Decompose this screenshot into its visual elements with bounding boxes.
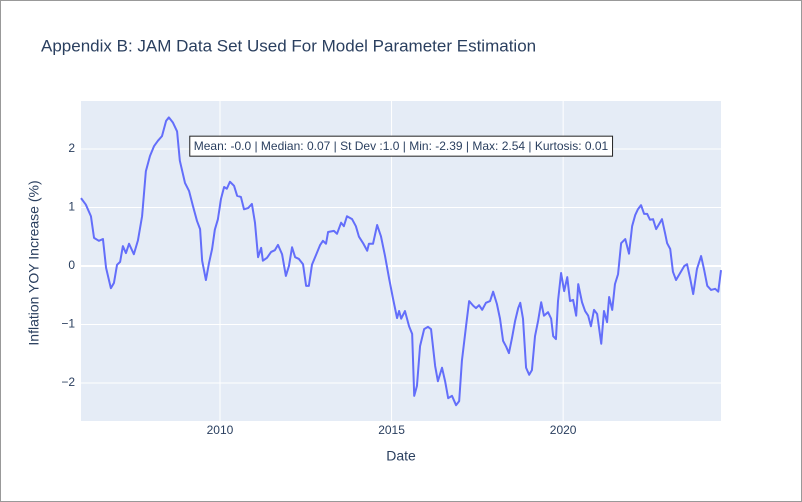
x-tick-label: 2010 [207, 423, 234, 437]
y-tick-label: −1 [61, 317, 75, 331]
annotation-box [189, 135, 614, 157]
x-axis-title: Date [386, 448, 416, 464]
annotation: Mean: -0.0 | Median: 0.07 | St Dev :1.0 … [194, 139, 609, 153]
line-series [80, 116, 722, 407]
marks [80, 116, 722, 407]
x-tick-label: 2020 [550, 423, 577, 437]
y-axis-title: Inflation YOY Increase (%) [26, 180, 42, 345]
y-tick-label: 0 [68, 258, 75, 272]
chart-title: Appendix B: JAM Data Set Used For Model … [41, 36, 536, 55]
y-tick-label: 2 [68, 141, 75, 155]
y-tick-label: 1 [68, 200, 75, 214]
x-tick-label: 2015 [378, 423, 405, 437]
y-tick-label: −2 [61, 375, 75, 389]
